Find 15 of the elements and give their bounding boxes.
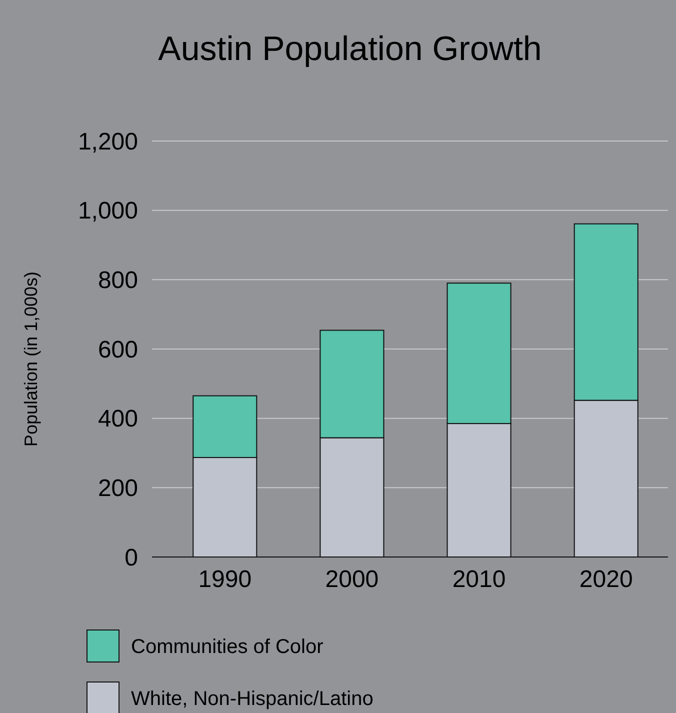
x-tick-label: 2020 (579, 566, 633, 593)
legend-label: White, Non-Hispanic/Latino (131, 688, 374, 710)
y-tick-label: 0 (124, 544, 138, 572)
y-tick-label: 200 (98, 475, 138, 502)
x-tick-label: 2000 (325, 566, 379, 593)
y-tick-label: 800 (98, 267, 138, 294)
y-tick-label: 400 (98, 406, 138, 433)
x-tick-label: 2010 (452, 566, 506, 593)
y-tick-label: 600 (98, 336, 138, 364)
x-tick-label: 1990 (198, 566, 252, 593)
legend-label: Communities of Color (131, 636, 324, 658)
y-tick-label: 1,200 (78, 128, 138, 156)
chart-title: Austin Population Growth (158, 30, 542, 68)
y-tick-label: 1,000 (78, 198, 138, 225)
y-axis-title: Population (in 1,000s) (21, 271, 41, 447)
